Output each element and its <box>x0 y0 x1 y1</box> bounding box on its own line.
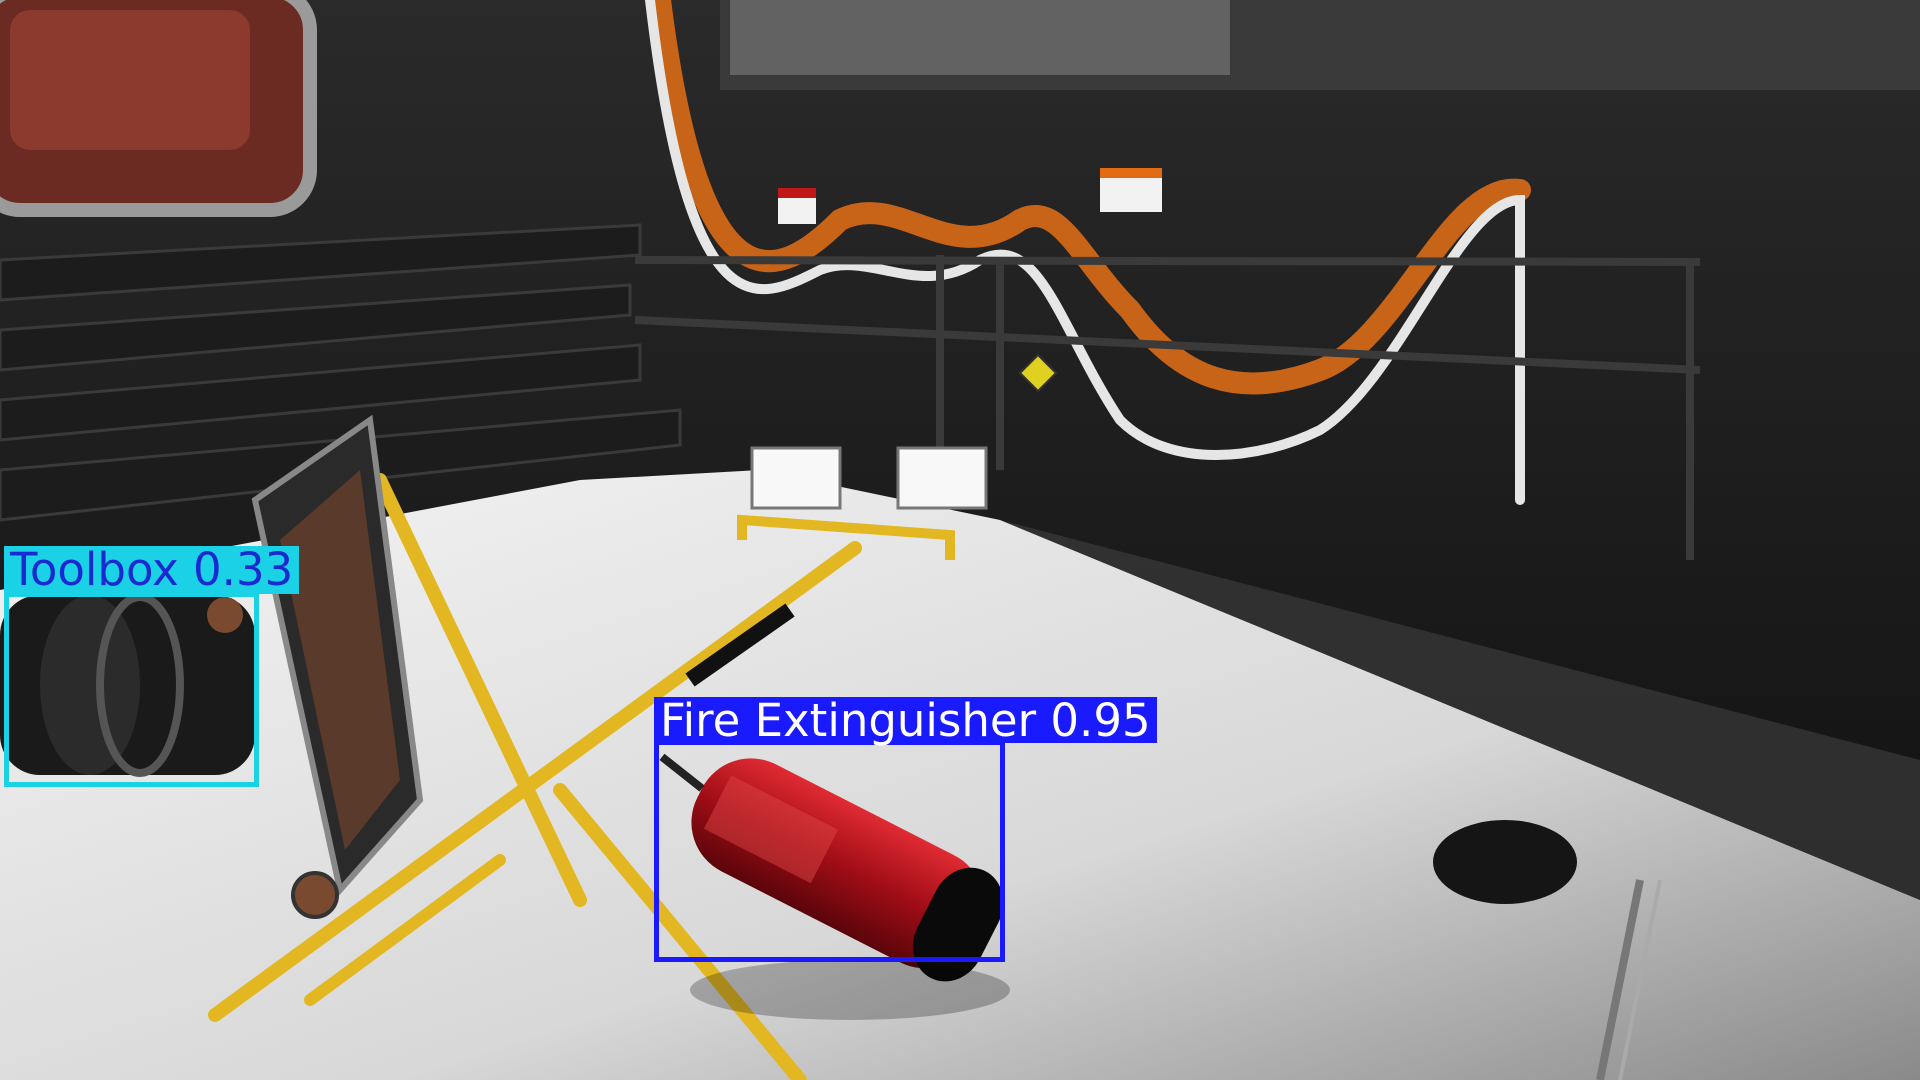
railing <box>634 255 1701 560</box>
white-hose <box>645 0 1525 505</box>
stand-pole <box>208 541 862 1022</box>
tripod-leg <box>373 473 587 907</box>
toolbox-object <box>0 593 255 777</box>
tripod-leg <box>304 854 506 1006</box>
floor-hatch <box>1433 820 1577 904</box>
fire-extinguisher-bounding-box <box>654 740 1005 962</box>
work-lights <box>737 446 988 560</box>
toolbox-detection-label: Toolbox 0.33 <box>4 546 300 594</box>
floor <box>0 470 1920 1080</box>
hand-truck <box>251 414 424 919</box>
extinguisher-object <box>659 753 1004 982</box>
toolbox-bounding-box <box>4 592 259 787</box>
hazard-diamond <box>1018 353 1058 393</box>
tripod-leg <box>553 783 807 1080</box>
fire-extinguisher-detection-label: Fire Extinguisher 0.95 <box>654 697 1157 745</box>
porthole <box>0 0 317 217</box>
